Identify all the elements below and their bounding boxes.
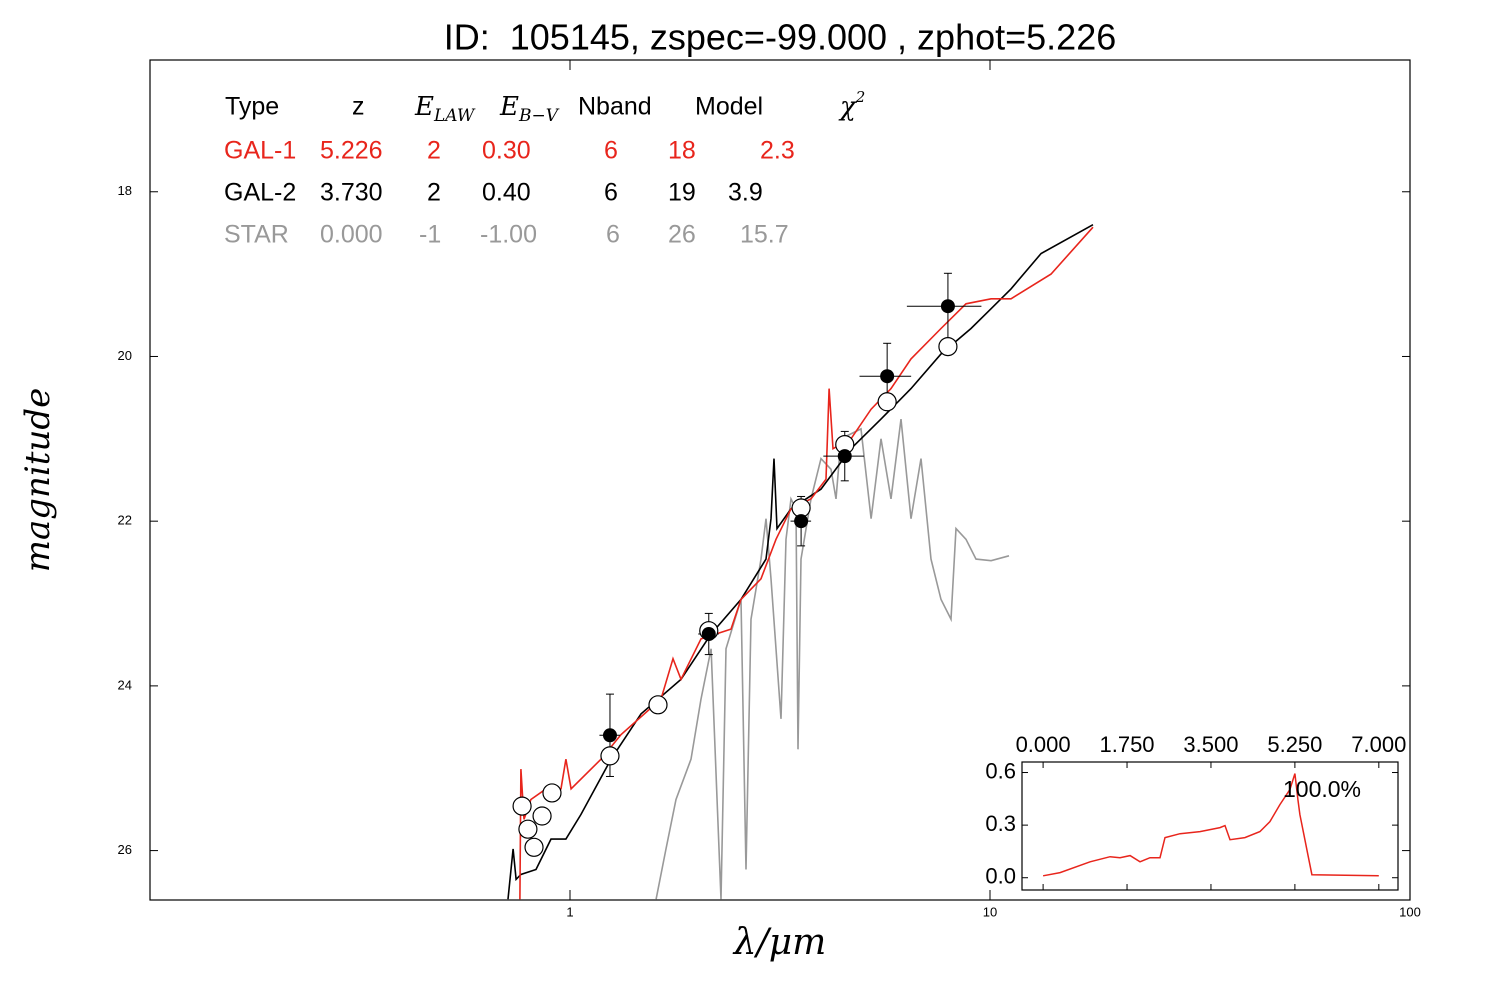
header-base: χ [838, 92, 858, 122]
table-cell: -1 [419, 221, 441, 249]
inset-x-tick-label: 3.500 [1183, 732, 1238, 757]
x-tick-label: 1 [566, 904, 573, 919]
observed-point [880, 369, 895, 384]
inset-x-tick-label: 5.250 [1267, 732, 1322, 757]
table-header: χ2 [838, 88, 865, 122]
header-base: E [414, 92, 434, 122]
header-sub: LAW [433, 106, 476, 126]
table-cell: 2 [427, 137, 441, 165]
table-cell: 3.730 [320, 179, 383, 207]
y-tick-label: 22 [118, 513, 132, 528]
table-cell: 15.7 [740, 221, 789, 249]
table-cell: 0.40 [482, 179, 531, 207]
table-header: Nband [578, 93, 652, 121]
table-cell: 18 [668, 137, 696, 165]
table-cell: 0.30 [482, 137, 531, 165]
table-cell: 6 [606, 221, 620, 249]
observed-point [940, 299, 955, 314]
model-lines [507, 224, 1094, 900]
y-tick-label: 18 [118, 183, 132, 198]
model-point [532, 806, 552, 826]
x-axis-label: λ/μm [732, 922, 826, 963]
model-line [1042, 773, 1379, 877]
y-tick-label: 26 [118, 842, 132, 857]
inset-y-tick-label: 0.0 [985, 864, 1016, 889]
table-header: Type [225, 93, 279, 121]
table-type: GAL-1 [224, 137, 296, 165]
table-cell: 6 [604, 179, 618, 207]
inset-frame [1021, 761, 1399, 891]
model-point [600, 746, 620, 766]
model-point [542, 783, 562, 803]
header-sup: 2 [855, 88, 866, 106]
model-line [507, 224, 1094, 900]
table-cell: 26 [668, 221, 696, 249]
inset-y-tick-label: 0.3 [985, 811, 1016, 836]
table-header: Model [695, 93, 763, 121]
model-line [519, 226, 1094, 900]
model-point [877, 392, 897, 412]
y-axis-label: magnitude [18, 388, 58, 573]
y-tick-label: 20 [118, 348, 132, 363]
x-tick-label: 10 [983, 904, 997, 919]
observed-point [602, 728, 617, 743]
y-tick-label: 24 [118, 677, 132, 692]
table-header: z [352, 93, 365, 121]
table-cell: 6 [604, 137, 618, 165]
table-cell: 0.000 [320, 221, 383, 249]
header-base: E [499, 92, 519, 122]
table-type: STAR [224, 221, 289, 249]
inset-annotation: 100.0% [1283, 776, 1361, 802]
plot-frame [149, 59, 1411, 901]
model-point [518, 819, 538, 839]
model-point [512, 796, 532, 816]
inset-x-tick-label: 1.750 [1099, 732, 1154, 757]
observed-point [794, 514, 809, 529]
model-point [938, 336, 958, 357]
table-type: GAL-2 [224, 179, 296, 207]
inset: 0.000 1.750 3.500 5.250 7.000 0.0 0.3 0.6 100.0% [985, 732, 1406, 891]
observed-point [701, 627, 716, 641]
points [512, 272, 982, 857]
table-cell: 5.226 [320, 137, 383, 165]
model-point [524, 837, 544, 857]
chart-title: ID: 105145, zspec=-99.000 , zphot=5.226 [444, 17, 1117, 58]
table-header: ELAW [414, 92, 476, 126]
inset-y-tick-label: 0.6 [985, 758, 1016, 783]
header-sub: B−V [518, 106, 560, 126]
table-cell: -1.00 [480, 221, 537, 249]
table-cell: 19 [668, 179, 696, 207]
table-cell: 3.9 [728, 179, 763, 207]
table-header: EB−V [499, 92, 560, 126]
inset-x-tick-label: 0.000 [1016, 732, 1071, 757]
table-cell: 2.3 [760, 137, 795, 165]
table-cell: 2 [427, 179, 441, 207]
observed-point [837, 449, 852, 464]
x-tick-label: 100 [1399, 904, 1421, 919]
model-line [655, 419, 1010, 900]
inset-x-tick-label: 7.000 [1351, 732, 1406, 757]
model-point [648, 695, 668, 715]
